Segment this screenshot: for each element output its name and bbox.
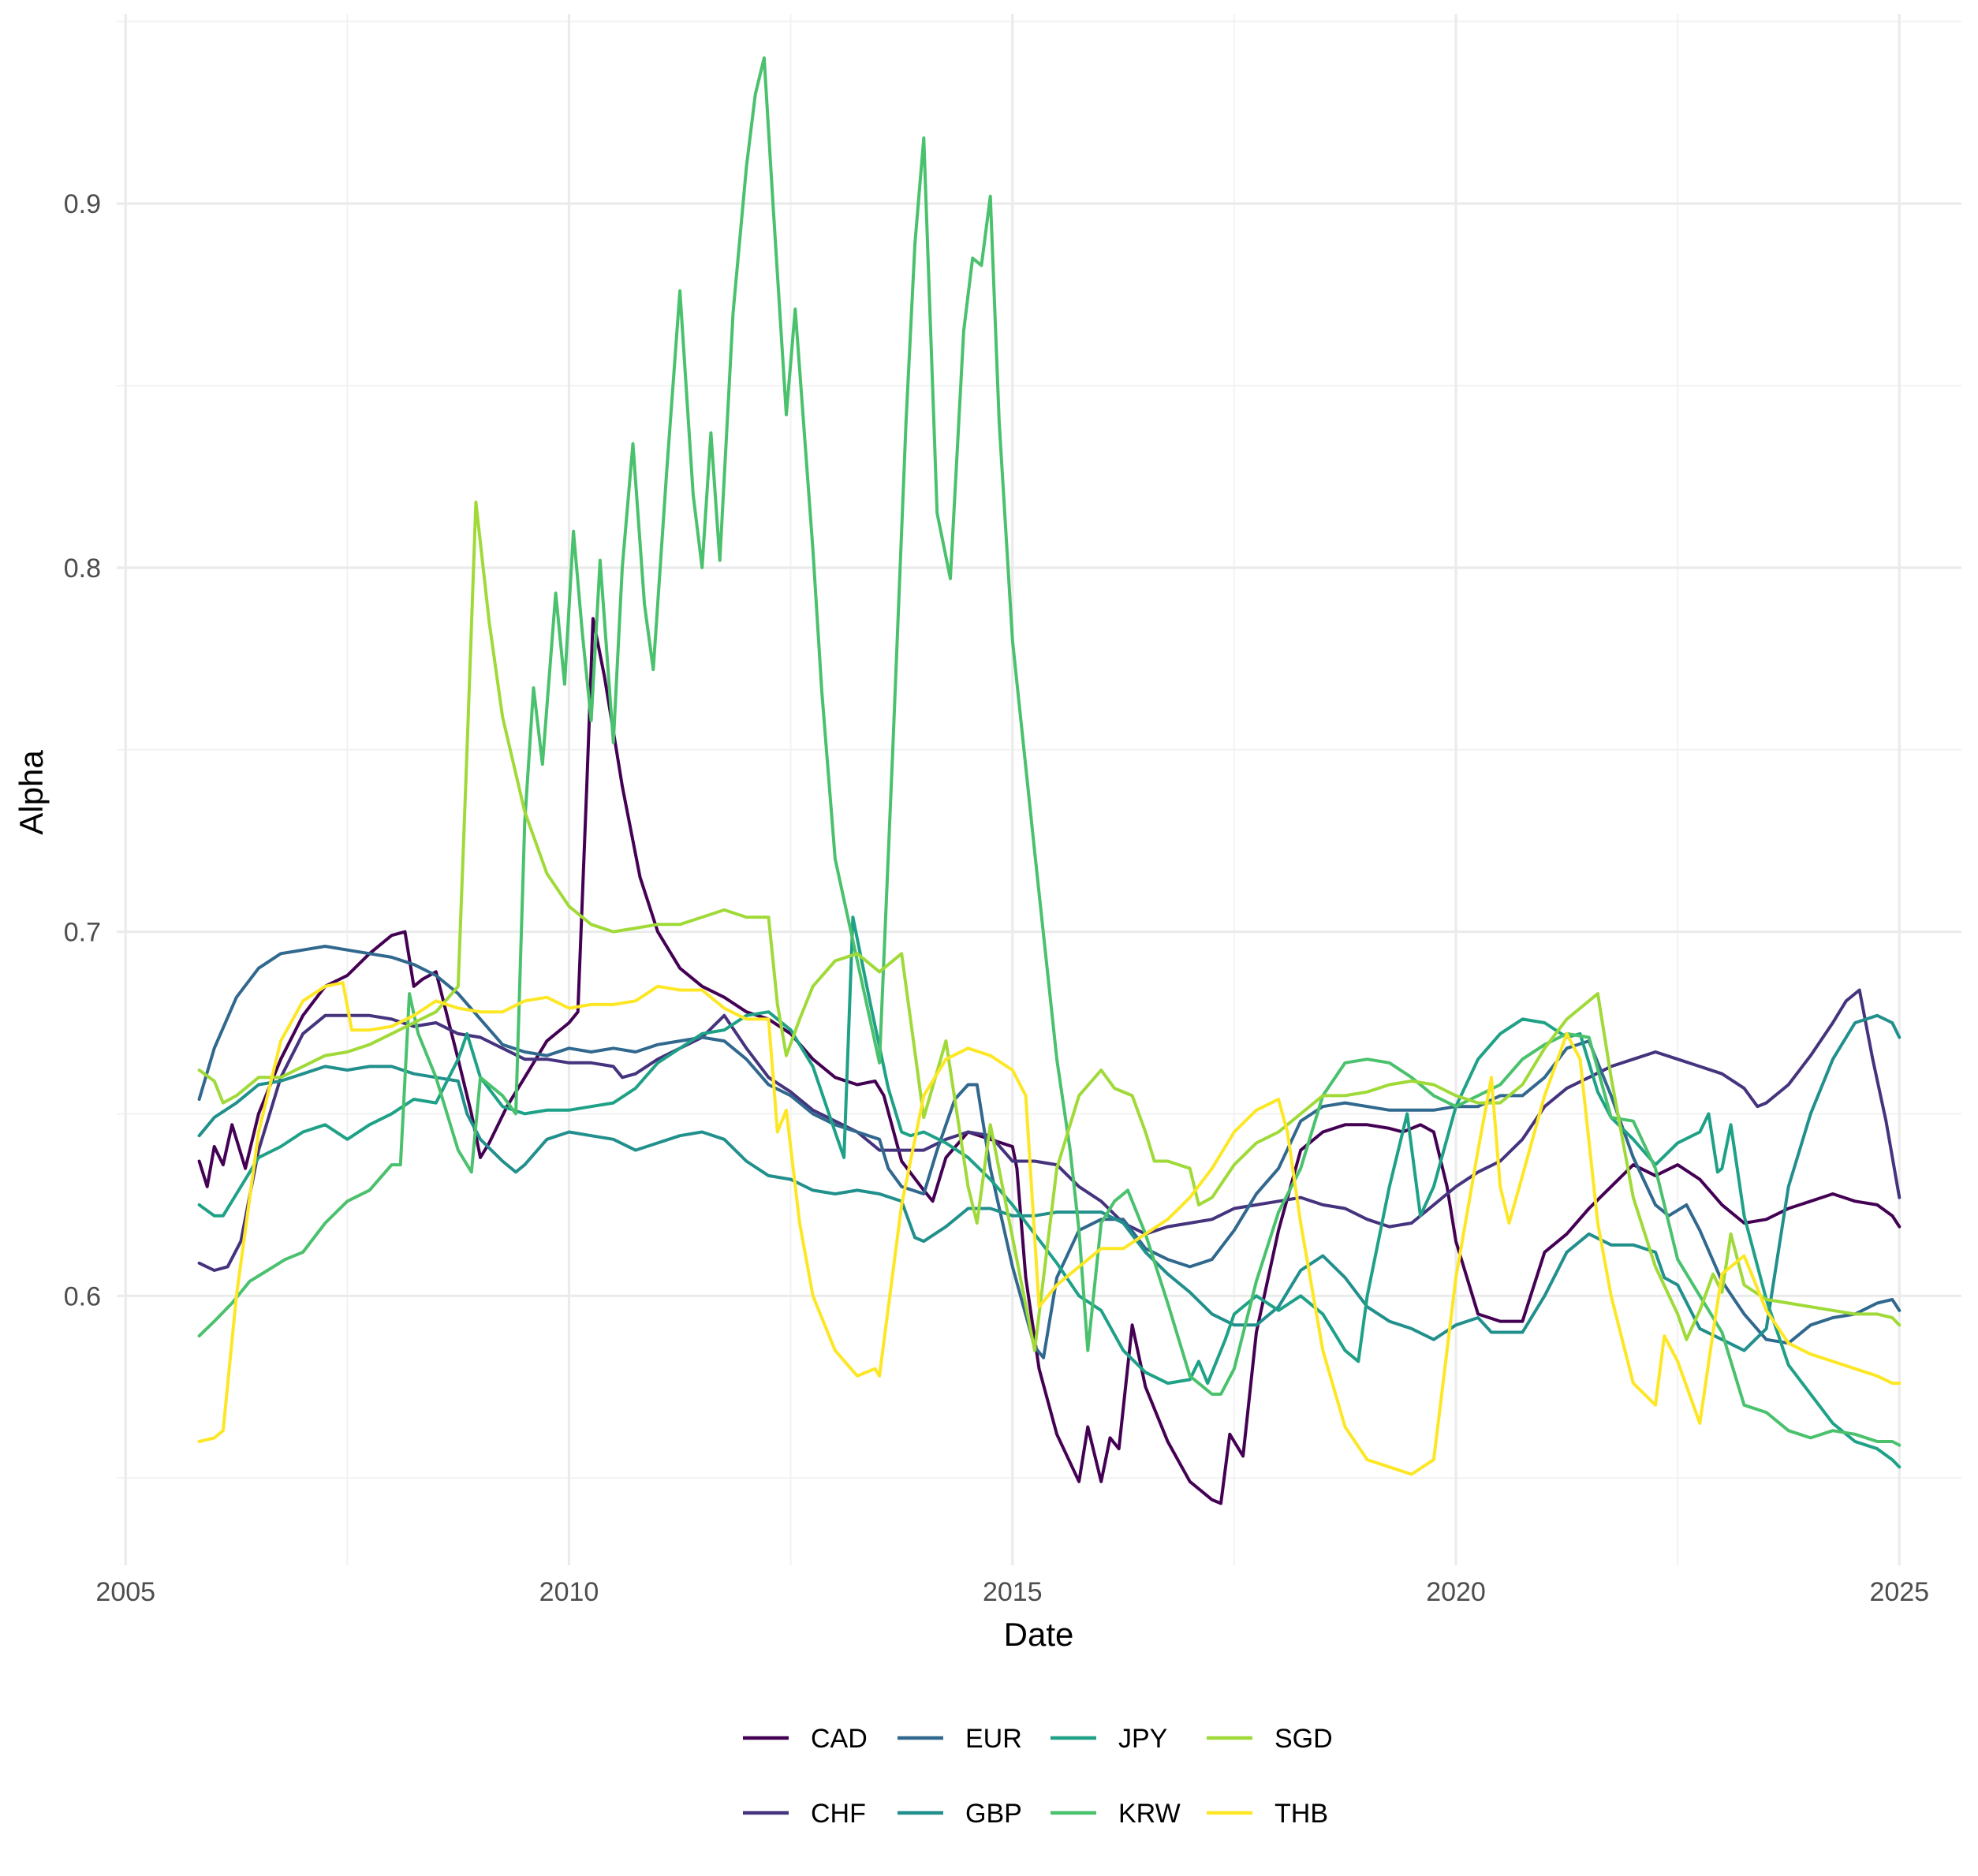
series-line-thb: [197, 981, 1901, 1476]
series-line-gbp: [197, 1013, 1901, 1352]
y-tick-label: 0.6: [64, 1281, 101, 1311]
x-tick-label: 2010: [539, 1577, 599, 1607]
series-line-eur: [197, 945, 1901, 1359]
x-tick-label: 2025: [1869, 1577, 1929, 1607]
y-axis-title: Alpha: [13, 750, 50, 835]
x-tick-label: 2005: [95, 1577, 155, 1607]
legend-label-chf: CHF: [811, 1799, 866, 1829]
series-lines: [197, 56, 1901, 1505]
x-axis-title: Date: [1004, 1616, 1074, 1653]
y-tick-label: 0.8: [64, 554, 101, 584]
legend-label-jpy: JPY: [1118, 1724, 1167, 1754]
y-tick-label: 0.7: [64, 918, 101, 948]
legend-label-sgd: SGD: [1275, 1724, 1333, 1754]
legend-label-thb: THB: [1275, 1799, 1328, 1829]
major-gridlines: [117, 14, 1961, 1565]
series-line-cad: [197, 617, 1901, 1505]
x-tick-label: 2015: [983, 1577, 1043, 1607]
minor-gridlines: [117, 14, 1961, 1565]
series-line-sgd: [197, 500, 1901, 1352]
legend-label-eur: EUR: [965, 1724, 1022, 1754]
x-axis-tick-labels: 2005 2010 2015 2020 2025: [95, 1577, 1929, 1607]
legend-label-cad: CAD: [811, 1724, 868, 1754]
legend-label-gbp: GBP: [965, 1799, 1022, 1829]
y-axis-tick-labels: 0.6 0.7 0.8 0.9: [64, 189, 101, 1311]
y-tick-label: 0.9: [64, 189, 101, 219]
series-line-krw: [197, 56, 1901, 1447]
legend: CAD CHF EUR GBP JPY KRW SGD THB: [743, 1724, 1333, 1829]
x-tick-label: 2020: [1426, 1577, 1486, 1607]
legend-label-krw: KRW: [1118, 1799, 1181, 1829]
